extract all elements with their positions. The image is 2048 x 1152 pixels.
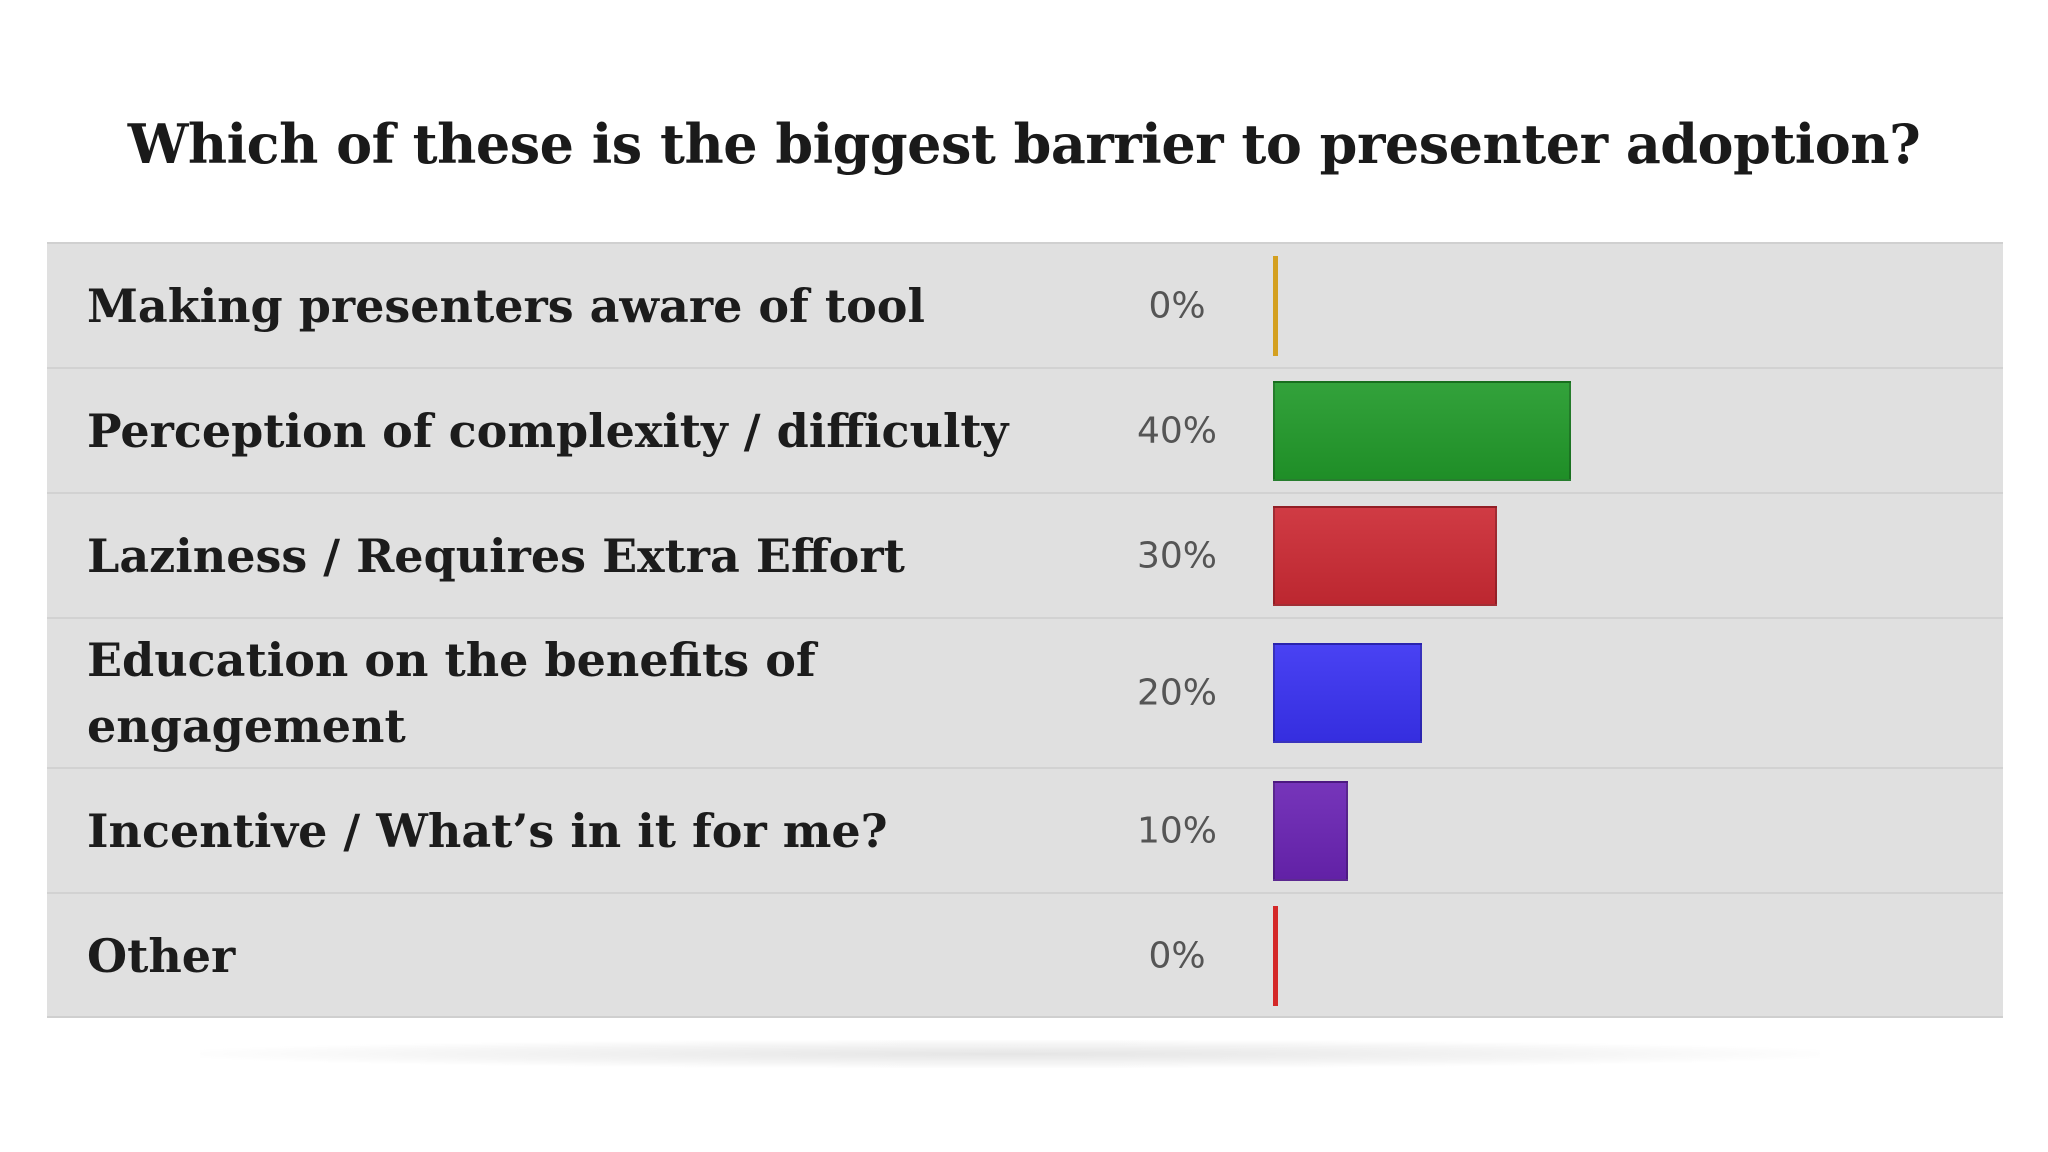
option-label: Incentive / What’s in it for me? <box>87 803 888 858</box>
poll-results-table: Making presenters aware of tool 0% Perce… <box>47 242 2003 1018</box>
table-shadow <box>200 1040 1820 1068</box>
poll-row: Education on the benefits of engagement … <box>47 619 2003 769</box>
percentage-label: 10% <box>1136 810 1217 851</box>
option-label: Other <box>87 929 236 983</box>
poll-row: Other 0% <box>47 894 2003 1018</box>
poll-row: Laziness / Requires Extra Effort 30% <box>47 494 2003 619</box>
result-bar <box>1273 255 1278 356</box>
percentage-label: 0% <box>1148 285 1206 326</box>
poll-row: Making presenters aware of tool 0% <box>47 244 2003 369</box>
option-label: Laziness / Requires Extra Effort <box>87 528 905 583</box>
result-bar <box>1273 380 1571 481</box>
percentage-label: 40% <box>1136 410 1217 451</box>
percentage-label: 30% <box>1136 535 1217 576</box>
percentage-label: 0% <box>1148 935 1206 977</box>
poll-question: Which of these is the biggest barrier to… <box>127 112 1921 176</box>
poll-row: Incentive / What’s in it for me? 10% <box>47 769 2003 894</box>
option-label: Making presenters aware of tool <box>87 278 925 333</box>
option-label: Education on the benefits of engagement <box>87 633 816 753</box>
result-bar <box>1273 505 1497 606</box>
poll-row: Perception of complexity / difficulty 40… <box>47 369 2003 494</box>
result-bar <box>1273 906 1278 1006</box>
option-label: Perception of complexity / difficulty <box>87 403 1009 458</box>
result-bar <box>1273 643 1422 743</box>
percentage-label: 20% <box>1136 672 1217 714</box>
result-bar <box>1273 780 1348 881</box>
